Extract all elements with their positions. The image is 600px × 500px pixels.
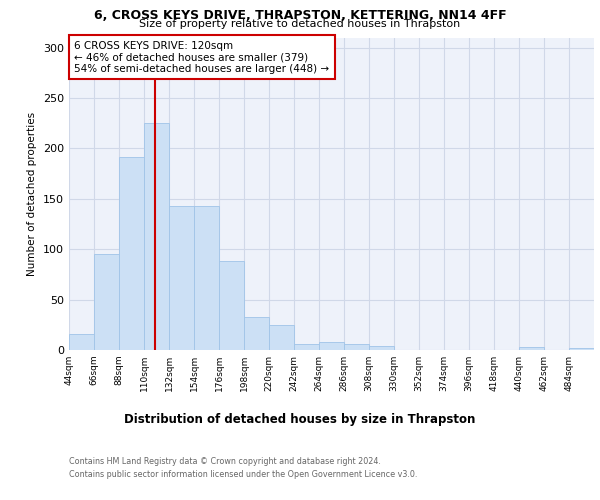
Bar [219, 262, 244, 350]
Bar [94, 254, 119, 350]
Bar [144, 123, 169, 350]
Text: 6 CROSS KEYS DRIVE: 120sqm
← 46% of detached houses are smaller (379)
54% of sem: 6 CROSS KEYS DRIVE: 120sqm ← 46% of deta… [74, 40, 329, 74]
Text: 6, CROSS KEYS DRIVE, THRAPSTON, KETTERING, NN14 4FF: 6, CROSS KEYS DRIVE, THRAPSTON, KETTERIN… [94, 9, 506, 22]
Text: Size of property relative to detached houses in Thrapston: Size of property relative to detached ho… [139, 19, 461, 29]
Bar [169, 206, 194, 350]
Bar [119, 158, 144, 350]
Text: Contains public sector information licensed under the Open Government Licence v3: Contains public sector information licen… [69, 470, 418, 479]
Bar [69, 334, 94, 350]
Bar [519, 347, 544, 350]
Y-axis label: Number of detached properties: Number of detached properties [28, 112, 37, 276]
Text: Contains HM Land Registry data © Crown copyright and database right 2024.: Contains HM Land Registry data © Crown c… [69, 458, 381, 466]
Bar [369, 346, 394, 350]
Bar [194, 206, 219, 350]
Bar [244, 316, 269, 350]
Bar [344, 344, 369, 350]
Bar [269, 325, 294, 350]
Bar [319, 342, 344, 350]
Text: Distribution of detached houses by size in Thrapston: Distribution of detached houses by size … [124, 412, 476, 426]
Bar [294, 344, 319, 350]
Bar [569, 348, 594, 350]
